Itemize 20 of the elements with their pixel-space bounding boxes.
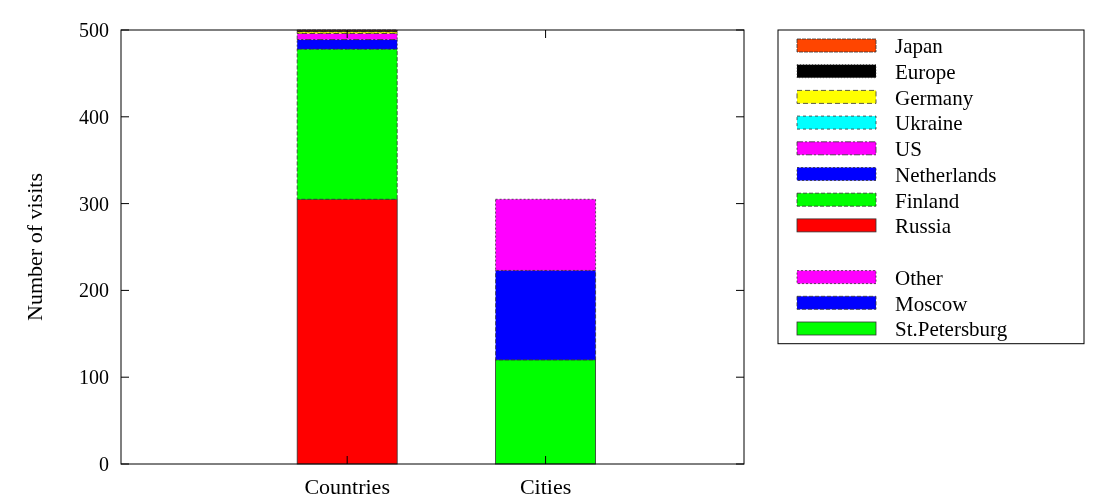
y-tick-label: 0 xyxy=(99,453,109,475)
legend-label: Germany xyxy=(895,85,974,110)
legend-label: US xyxy=(895,137,922,162)
legend-label: Other xyxy=(895,265,943,290)
legend-label: Netherlands xyxy=(895,162,997,187)
y-tick-label: 100 xyxy=(79,366,109,389)
x-tick-label: Cities xyxy=(519,474,572,499)
legend-label: Finland xyxy=(895,188,960,213)
y-tick-label: 400 xyxy=(79,105,109,128)
y-tick-label: 300 xyxy=(79,192,109,215)
y-axis-title: Number of visits xyxy=(22,173,47,321)
legend-label: Japan xyxy=(895,34,944,59)
legend-label: Russia xyxy=(895,214,952,239)
legend-label: Moscow xyxy=(895,291,969,316)
legend-label: Europe xyxy=(895,60,956,85)
legend-label: St.Petersburg xyxy=(895,317,1008,342)
y-tick-label: 200 xyxy=(79,279,109,302)
x-tick-label: Countries xyxy=(304,474,390,499)
legend-label: Ukraine xyxy=(895,111,963,136)
y-tick-label: 500 xyxy=(79,19,109,41)
